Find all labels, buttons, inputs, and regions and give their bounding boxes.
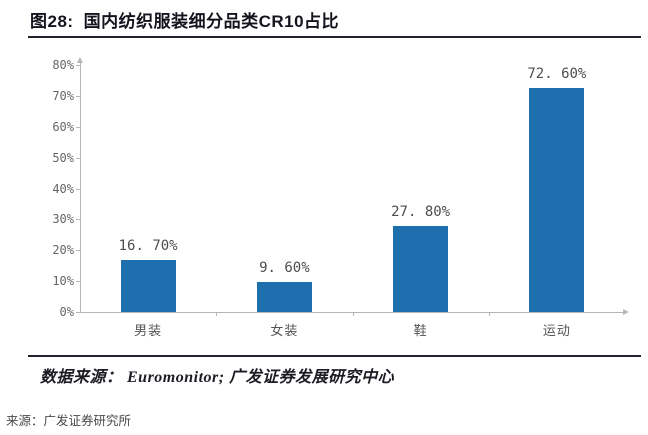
y-tick-mark [76, 219, 80, 221]
y-tick-label: 50% [52, 150, 74, 165]
y-axis-line [80, 62, 81, 313]
bar-女装 [256, 282, 312, 312]
x-category-label: 女装 [270, 323, 299, 338]
data-source-note: 数据来源： Euromonitor; 广发证券发展研究中心 [40, 369, 395, 386]
bar-value-label: 16. 70% [118, 238, 178, 255]
figure-title-text: 国内纺织服装细分品类CR10占比 [83, 12, 340, 31]
y-tick-label: 30% [52, 212, 74, 227]
y-tick-label: 0% [59, 305, 74, 319]
bar-value-label: 9. 60% [259, 260, 310, 277]
y-axis-arrow-icon [77, 57, 83, 63]
x-tick-mark [216, 312, 218, 316]
bar-value-label: 72. 60% [527, 65, 587, 82]
figure-title: 图28: 国内纺织服装细分品类CR10占比 [30, 7, 339, 32]
x-category-label: 运动 [542, 323, 571, 338]
y-tick-label: 70% [52, 88, 74, 103]
y-tick-label: 80% [52, 58, 74, 72]
y-tick-label: 10% [52, 274, 74, 289]
y-tick-label: 60% [52, 119, 74, 134]
footer-source-note: 来源：广发证券研究所 [6, 414, 132, 428]
figure-number: 图28: [30, 12, 74, 31]
bar-男装 [120, 260, 176, 312]
bar-运动 [529, 87, 585, 312]
y-tick-mark [76, 188, 80, 190]
x-tick-mark [352, 312, 354, 316]
x-tick-mark [488, 312, 490, 316]
plot-area: 80% 70% 60% 50% 40% 30% 20% 10% 0% 16. 70% 男装 9. 60… [52, 57, 629, 338]
title-divider [28, 36, 641, 38]
y-tick-label: 20% [52, 243, 74, 258]
bar-鞋 [393, 226, 449, 312]
chart-bottom-divider [28, 355, 641, 357]
y-tick-mark [76, 281, 80, 283]
y-tick-mark [76, 95, 80, 97]
x-category-label: 男装 [134, 323, 163, 338]
y-tick-mark [76, 157, 80, 159]
y-tick-mark [76, 312, 80, 313]
y-tick-mark [76, 250, 80, 252]
y-tick-label: 40% [52, 181, 74, 196]
x-axis-arrow-icon [623, 309, 629, 315]
x-category-label: 鞋 [413, 323, 428, 338]
bar-value-label: 27. 80% [391, 204, 451, 221]
y-tick-mark [76, 65, 80, 66]
y-tick-mark [76, 126, 80, 128]
